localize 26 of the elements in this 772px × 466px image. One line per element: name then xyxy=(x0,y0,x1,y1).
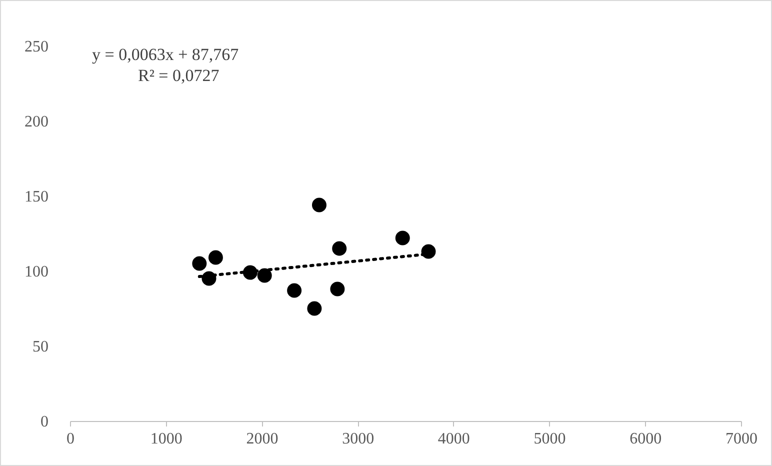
y-tick-label: 150 xyxy=(24,188,48,206)
point xyxy=(192,256,207,271)
point xyxy=(421,244,436,259)
point xyxy=(307,301,322,316)
y-tick-label: 50 xyxy=(32,338,48,356)
point xyxy=(208,250,223,265)
y-tick-label: 0 xyxy=(40,414,48,430)
point xyxy=(330,282,345,296)
point xyxy=(257,268,272,283)
annotation: R² = 0,0727 xyxy=(138,66,220,85)
x-tick-label: 2000 xyxy=(246,430,278,448)
x-tick-label: 6000 xyxy=(630,430,662,448)
y-tick-label: 100 xyxy=(24,264,48,280)
y-tick-label: 200 xyxy=(24,114,48,130)
x-tick-label: 3000 xyxy=(342,430,374,448)
annotation: y = 0,0063x + 87,767 xyxy=(92,45,240,64)
x-tick-label: 5000 xyxy=(534,430,566,448)
x-tick-label: 4000 xyxy=(438,430,470,448)
x-tick-label: 0 xyxy=(66,430,74,448)
x-tick-label: 1000 xyxy=(150,430,182,448)
point xyxy=(287,283,302,298)
point xyxy=(332,241,347,256)
x-tick-label: 7000 xyxy=(726,430,758,448)
point xyxy=(395,230,410,246)
point xyxy=(312,198,326,212)
y-tick-label: 250 xyxy=(24,38,48,56)
